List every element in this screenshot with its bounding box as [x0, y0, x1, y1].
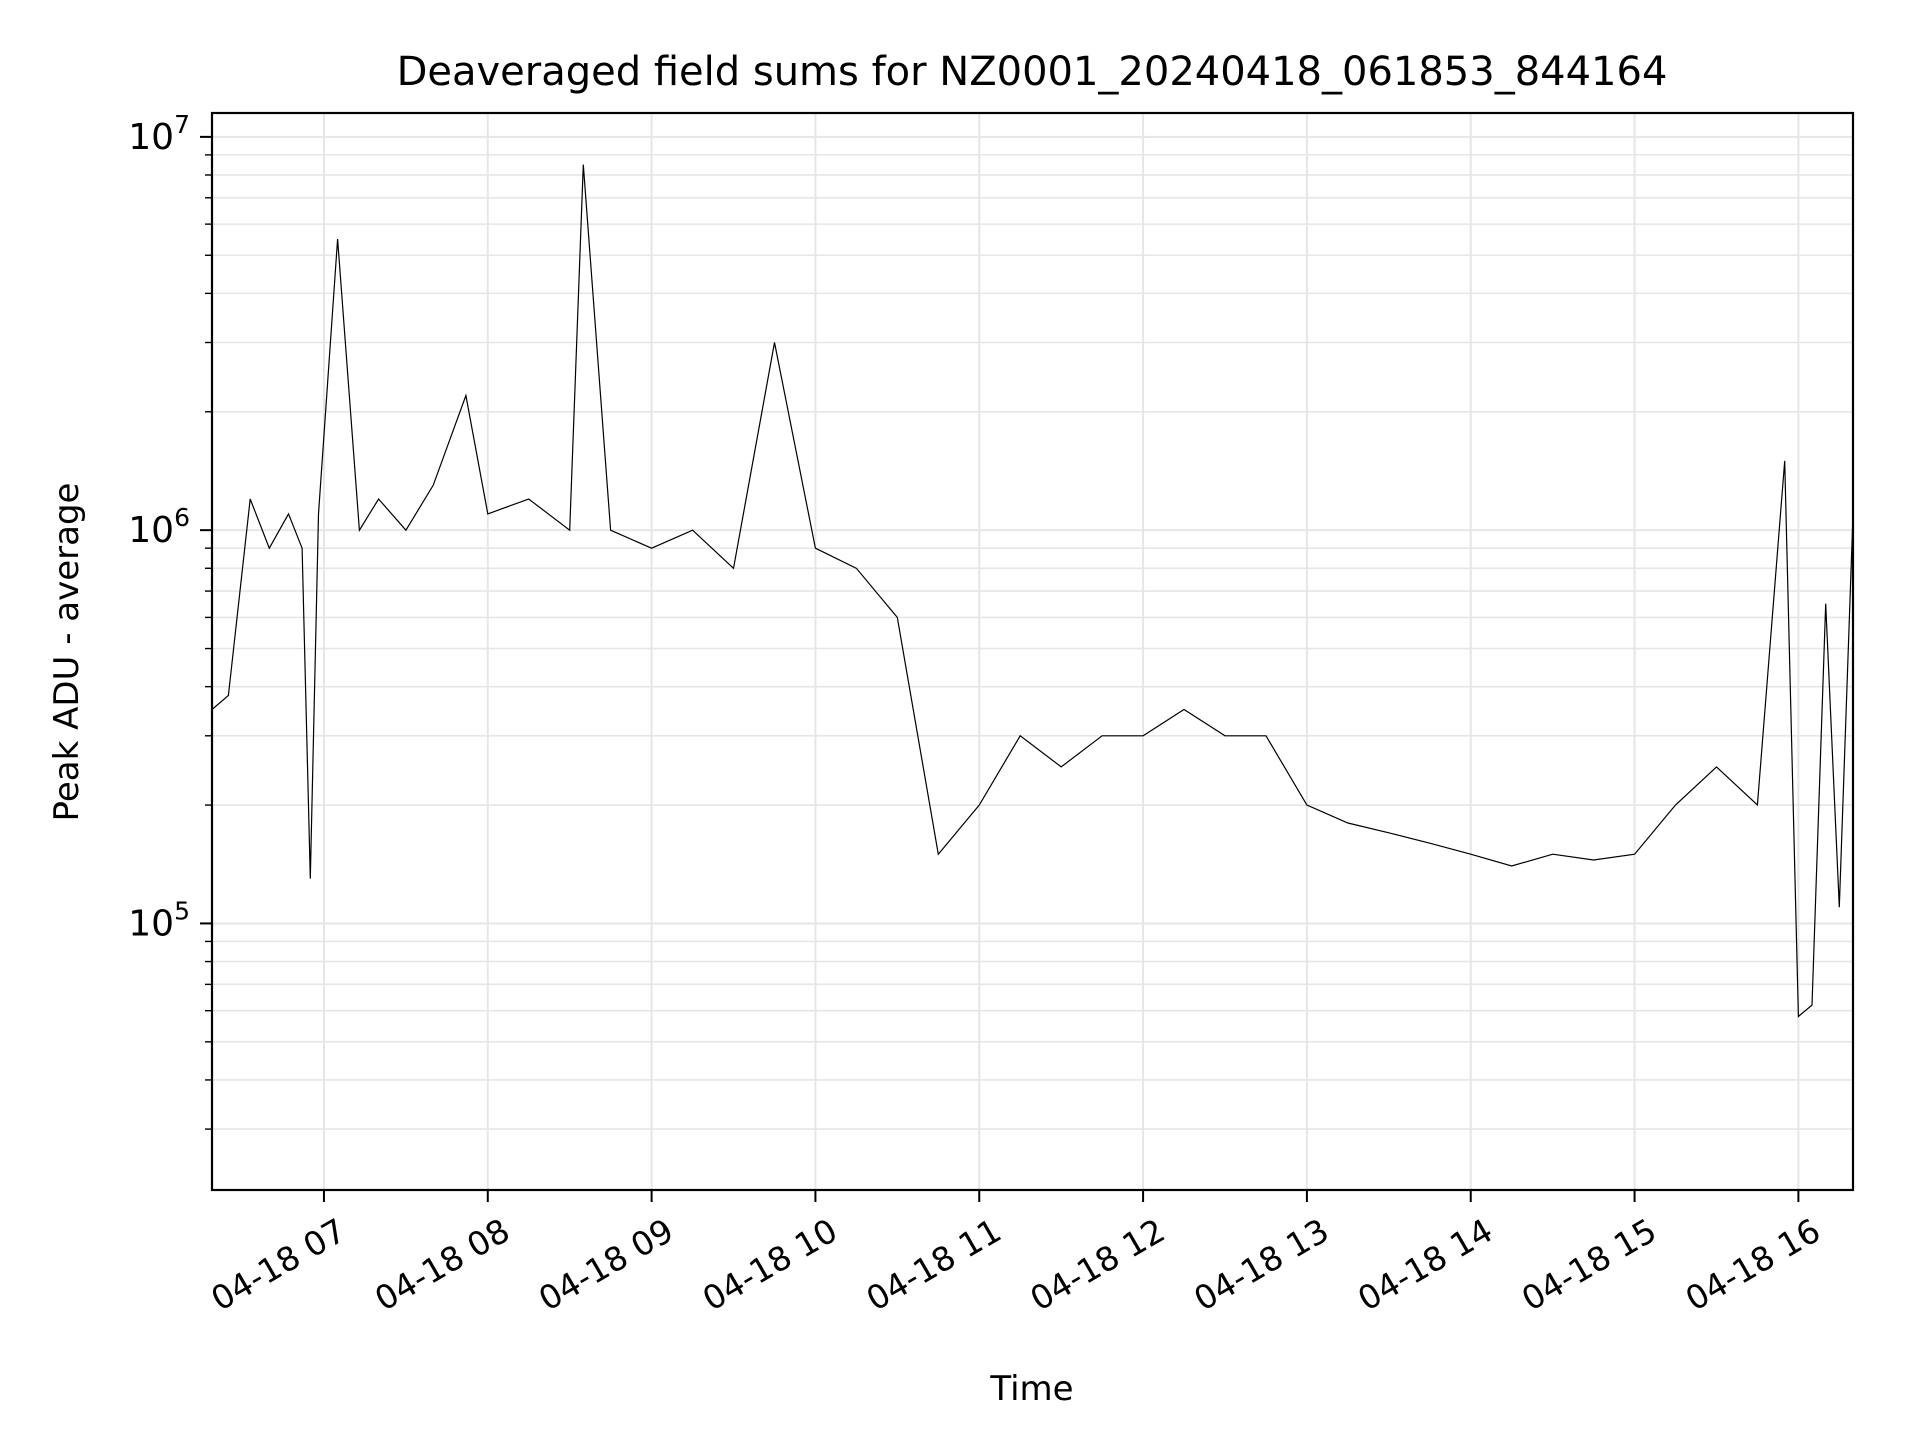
y-axis: 105 106 107 [128, 110, 212, 1130]
y-tick-label: 105 [128, 896, 190, 944]
series-line [211, 164, 1854, 1018]
x-axis-label: Time [989, 1369, 1073, 1409]
y-axis-label: Peak ADU - average [47, 483, 87, 822]
y-tick-label: 106 [128, 503, 190, 551]
plot-area [211, 164, 1854, 1018]
axes-frame [210, 111, 1855, 1192]
chart-title: Deaveraged field sums for NZ0001_2024041… [397, 49, 1668, 95]
grid-lines [212, 113, 1853, 1190]
y-tick-label: 107 [128, 110, 190, 158]
